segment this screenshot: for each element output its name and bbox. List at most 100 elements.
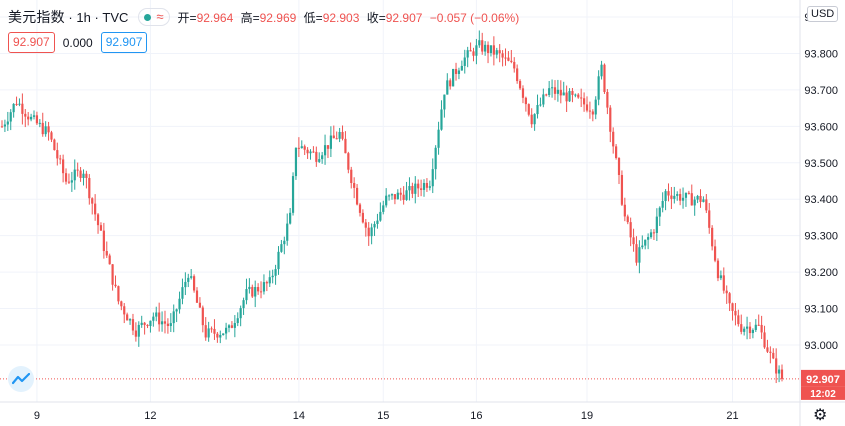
candle-body: [6, 121, 9, 125]
candle-body: [457, 70, 461, 74]
candle-body: [760, 324, 763, 333]
candle-body: [70, 180, 73, 183]
bid-box[interactable]: 92.907: [8, 32, 55, 53]
candle-body: [431, 169, 434, 187]
candle-body: [213, 328, 216, 334]
symbol-header: 美元指数 · 1h · TVC ≈ 开=92.964 高=92.969 低=92…: [8, 6, 523, 28]
candle-body: [428, 186, 431, 188]
candle-body: [740, 324, 743, 332]
candle-body: [737, 315, 740, 325]
candle-body: [56, 150, 59, 159]
candle-body: [367, 227, 370, 237]
candle-body: [0, 126, 4, 128]
candle-body: [719, 275, 722, 279]
candle-body: [259, 291, 263, 293]
candle-body: [227, 325, 231, 328]
candle-body: [594, 99, 597, 115]
candle-body: [609, 107, 612, 132]
candle-body: [50, 132, 53, 140]
candle-body: [158, 312, 161, 325]
candle-body: [140, 322, 143, 325]
candle-body: [12, 103, 15, 113]
candle-body: [38, 122, 41, 124]
y-tick-label: 93.000: [804, 340, 838, 352]
candle-body: [411, 186, 414, 194]
candle-body: [24, 113, 27, 117]
candle-body: [641, 245, 644, 248]
candle-body: [728, 293, 731, 304]
candle-body: [222, 333, 225, 335]
candle-body: [510, 60, 513, 62]
interval-label[interactable]: 1h: [76, 9, 91, 25]
separator-dot: ·: [64, 9, 77, 25]
candle-body: [533, 114, 536, 125]
market-status-dot-icon: [144, 13, 152, 21]
countdown-tag: [801, 386, 845, 400]
x-tick-label: 19: [581, 410, 593, 422]
ask-box[interactable]: 92.907: [100, 32, 148, 53]
candle-body: [300, 146, 303, 149]
candle-body: [454, 68, 458, 74]
candle-body: [73, 169, 76, 181]
candle-body: [291, 176, 295, 213]
candle-body: [318, 159, 321, 162]
candle-body: [777, 369, 781, 374]
candle-body: [242, 300, 245, 309]
candle-body: [498, 50, 501, 54]
candle-body: [600, 64, 603, 77]
candle-body: [105, 251, 108, 256]
candle-body: [629, 222, 632, 238]
candle-body: [88, 177, 91, 199]
y-tick-label: 93.100: [804, 304, 838, 316]
candle-body: [571, 91, 574, 95]
candle-body: [556, 89, 559, 94]
tradingview-logo-icon[interactable]: [8, 366, 34, 392]
market-status-pill[interactable]: ≈: [138, 8, 170, 26]
candle-body: [539, 104, 542, 106]
candle-body: [577, 94, 580, 98]
candle-body: [297, 147, 300, 149]
candle-body: [225, 327, 228, 334]
gear-icon[interactable]: ⚙: [813, 407, 828, 424]
candle-body: [501, 53, 504, 58]
currency-button[interactable]: USD: [807, 6, 839, 22]
candle-body: [251, 286, 254, 297]
candle-body: [452, 68, 455, 87]
candle-body: [99, 225, 103, 231]
candle-body: [190, 276, 193, 278]
candle-body: [361, 212, 364, 223]
symbol-name[interactable]: 美元指数: [8, 9, 65, 25]
candle-body: [667, 191, 670, 196]
source-label: TVC: [102, 9, 129, 25]
candle-body: [425, 182, 429, 188]
y-tick-label: 93.700: [804, 85, 838, 97]
candle-body: [545, 94, 548, 96]
candle-body: [9, 112, 12, 122]
change-value: −0.057 (−0.06%): [429, 10, 520, 25]
candle-body: [347, 153, 350, 170]
candle-body: [30, 116, 33, 120]
candle-body: [239, 308, 242, 319]
high-value: 92.969: [259, 10, 297, 25]
candle-body: [495, 50, 498, 55]
open-label: 开=: [177, 10, 197, 25]
candle-body: [460, 65, 463, 71]
candle-body: [652, 232, 656, 234]
candle-body: [591, 111, 594, 115]
candle-body: [763, 332, 766, 348]
candle-body: [283, 240, 286, 245]
candle-body: [684, 192, 688, 198]
candle-body: [155, 312, 158, 317]
candle-body: [530, 114, 533, 125]
candle-body: [137, 324, 140, 337]
candle-body: [146, 324, 149, 327]
candle-body: [393, 194, 397, 200]
candle-body: [580, 97, 583, 99]
candle-body: [178, 298, 181, 310]
candle-body: [617, 158, 621, 175]
candle-body: [280, 244, 283, 252]
candle-body: [341, 131, 344, 139]
candle-body: [289, 212, 292, 224]
